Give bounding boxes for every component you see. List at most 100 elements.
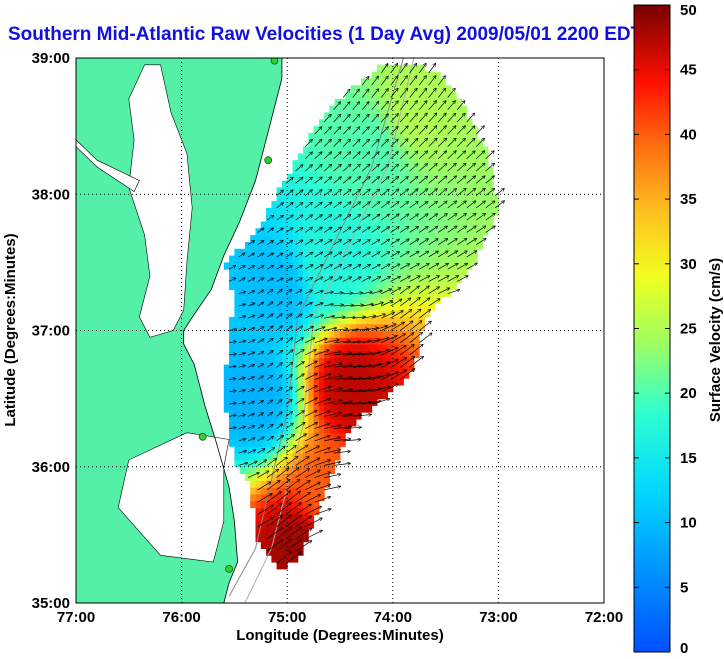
velocity-cell (472, 201, 478, 209)
velocity-cell (435, 105, 441, 113)
velocity-cell (387, 289, 394, 297)
velocity-cell (340, 405, 346, 413)
velocity-cell (435, 71, 441, 79)
velocity-cell (345, 146, 352, 154)
velocity-arrow (409, 309, 421, 319)
velocity-arrow (324, 474, 340, 478)
velocity-cell (408, 112, 415, 120)
grid (76, 58, 604, 603)
velocity-cell (413, 201, 420, 209)
velocity-cell (387, 207, 394, 216)
velocity-cell (340, 194, 346, 202)
velocity-cell (308, 494, 315, 502)
velocity-cell (234, 289, 241, 297)
velocity-cell (308, 221, 315, 229)
velocity-arrow (475, 138, 484, 147)
velocity-cell (371, 391, 378, 400)
velocity-cell (245, 316, 251, 325)
velocity-cell (281, 514, 288, 522)
velocity-cell (413, 167, 420, 175)
velocity-cell (271, 235, 278, 243)
velocity-cell (382, 85, 388, 93)
velocity-cell (403, 201, 410, 209)
velocity-cell (266, 276, 272, 284)
velocity-cell (408, 350, 415, 359)
velocity-cell (392, 371, 399, 379)
velocity-cell (371, 105, 378, 113)
velocity-cell (377, 316, 383, 325)
velocity-cell (445, 282, 452, 291)
velocity-cell (245, 289, 251, 297)
velocity-cell (303, 500, 309, 509)
velocity-cell (292, 419, 299, 427)
velocity-arrow (314, 303, 323, 307)
velocity-cell (292, 296, 299, 304)
velocity-cell (318, 357, 325, 366)
velocity-cell (482, 167, 489, 175)
velocity-cell (456, 173, 462, 182)
velocity-arrow (324, 252, 332, 258)
velocity-cell (371, 201, 378, 209)
velocity-arrow (295, 374, 305, 380)
velocity-cell (329, 207, 336, 216)
velocity-arrow (352, 89, 360, 98)
velocity-cell (371, 187, 378, 195)
velocity-cell (445, 85, 452, 93)
velocity-arrow (238, 328, 246, 330)
velocity-arrow (314, 252, 323, 258)
velocity-arrow (257, 388, 264, 393)
velocity-cell (245, 371, 251, 379)
velocity-cell (260, 378, 267, 386)
velocity-cell (329, 453, 336, 461)
velocity-cell (377, 350, 383, 359)
velocity-arrow (399, 298, 411, 307)
velocity-cell (229, 398, 235, 406)
velocity-cell (276, 425, 283, 434)
velocity-arrow (276, 551, 292, 564)
velocity-cell (281, 541, 288, 549)
velocity-cell (297, 528, 304, 536)
velocity-cell (334, 153, 341, 161)
velocity-cell (387, 105, 394, 113)
velocity-cell (297, 459, 304, 468)
velocity-cell (266, 548, 272, 556)
velocity-cell (329, 105, 336, 113)
velocity-cell (334, 303, 341, 311)
velocity-cell (456, 112, 462, 120)
velocity-cell (297, 350, 304, 359)
velocity-cell (234, 323, 241, 331)
velocity-cell (377, 119, 383, 127)
velocity-arrow (247, 377, 254, 380)
velocity-arrow (447, 163, 457, 172)
velocity-arrow (324, 450, 340, 454)
velocity-cell (297, 364, 304, 372)
velocity-cell (297, 167, 304, 175)
velocity-cell (281, 276, 288, 284)
velocity-cell (287, 344, 293, 352)
velocity-cell (445, 207, 452, 216)
velocity-cell (350, 419, 357, 427)
velocity-arrow (399, 177, 408, 184)
velocity-cell (308, 310, 315, 318)
velocity-cell (271, 385, 278, 393)
velocity-cell (413, 316, 420, 325)
velocity-cell (408, 228, 415, 236)
velocity-arrow (437, 214, 447, 221)
velocity-arrow (428, 263, 439, 270)
velocity-cell (419, 187, 425, 195)
velocity-arrow (343, 277, 351, 282)
velocity-cell (297, 296, 304, 304)
velocity-arrow (257, 437, 265, 442)
velocity-cell (392, 78, 399, 86)
velocity-cell (377, 282, 383, 291)
velocity-cell (403, 71, 410, 79)
velocity-cell (361, 160, 367, 168)
velocity-cell (297, 412, 304, 420)
velocity-cell (377, 71, 383, 79)
velocity-arrow (266, 458, 277, 466)
velocity-arrow (323, 139, 331, 147)
velocity-cell (303, 316, 309, 325)
velocity-arrow (390, 288, 401, 294)
velocity-cell (281, 282, 288, 291)
velocity-arrow (305, 482, 320, 491)
